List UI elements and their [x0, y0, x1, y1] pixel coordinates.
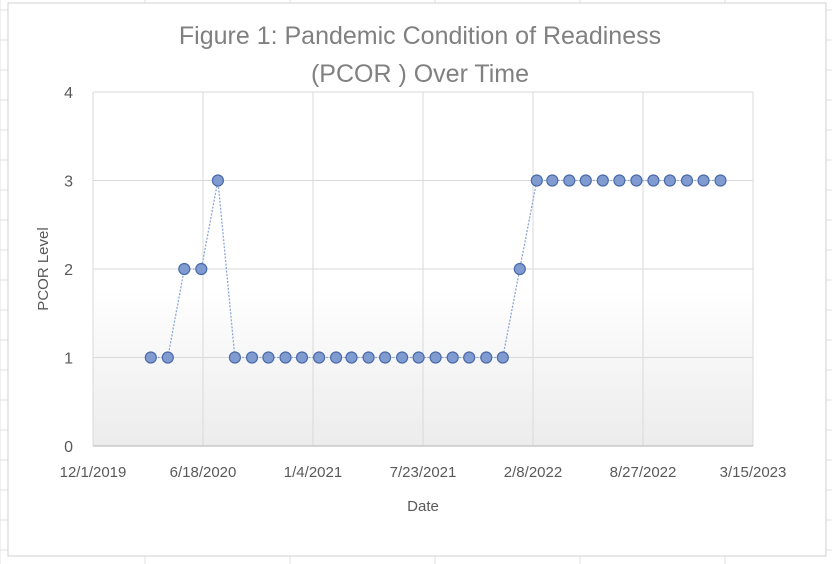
data-point-marker[interactable] — [613, 174, 626, 187]
data-point-marker[interactable] — [630, 174, 643, 187]
data-point-marker[interactable] — [412, 351, 425, 364]
x-tick-label: 1/4/2021 — [284, 464, 342, 481]
data-point-marker[interactable] — [178, 262, 191, 276]
data-point-marker[interactable] — [496, 351, 509, 364]
data-point-marker[interactable] — [480, 351, 493, 364]
data-point-marker[interactable] — [546, 174, 559, 187]
data-point-marker[interactable] — [513, 262, 526, 276]
data-point-marker[interactable] — [211, 174, 224, 187]
data-point-marker[interactable] — [647, 174, 660, 187]
data-point-marker[interactable] — [262, 351, 275, 364]
data-point-marker[interactable] — [345, 351, 358, 364]
data-point-marker[interactable] — [596, 174, 609, 187]
x-tick-label: 3/15/2023 — [720, 464, 787, 481]
data-point-marker[interactable] — [330, 351, 343, 364]
data-point-marker[interactable] — [697, 174, 710, 187]
y-tick-label: 4 — [64, 85, 73, 102]
chart-title-line-1: Figure 1: Pandemic Condition of Readines… — [179, 22, 661, 50]
data-point-marker[interactable] — [530, 174, 543, 187]
x-tick-labels: 12/1/2019 6/18/2020 1/4/2021 7/23/2021 2/8/2… — [60, 464, 787, 481]
data-point-marker[interactable] — [429, 351, 442, 364]
y-tick-label: 1 — [64, 351, 73, 368]
y-tick-label: 3 — [64, 174, 73, 191]
y-tick-label: 0 — [64, 439, 73, 456]
y-axis-title: PCOR Level — [35, 227, 52, 310]
series-markers — [144, 174, 727, 364]
x-tick-label: 7/23/2021 — [390, 464, 457, 481]
data-point-marker[interactable] — [161, 351, 174, 364]
data-point-marker[interactable] — [563, 174, 576, 187]
axes — [92, 92, 753, 447]
data-point-marker[interactable] — [680, 174, 694, 187]
data-point-marker[interactable] — [663, 174, 677, 187]
y-tick-label: 2 — [64, 262, 73, 279]
data-point-marker[interactable] — [579, 174, 592, 187]
x-tick-label: 2/8/2022 — [504, 464, 562, 481]
x-tick-label: 12/1/2019 — [60, 464, 127, 481]
y-tick-labels: 0 1 2 3 4 — [64, 85, 73, 456]
data-point-marker[interactable] — [313, 351, 326, 364]
data-point-marker[interactable] — [279, 351, 292, 364]
data-point-marker[interactable] — [446, 351, 459, 364]
x-tick-label: 8/27/2022 — [610, 464, 677, 481]
data-point-marker[interactable] — [228, 351, 241, 364]
data-point-marker[interactable] — [295, 351, 309, 364]
data-point-marker[interactable] — [195, 262, 208, 276]
chart-title-line-2: (PCOR ) Over Time — [311, 60, 529, 88]
x-tick-label: 6/18/2020 — [170, 464, 237, 481]
x-axis-title: Date — [407, 498, 439, 515]
data-point-marker[interactable] — [362, 351, 375, 364]
data-point-marker[interactable] — [396, 351, 409, 364]
data-point-marker[interactable] — [463, 351, 476, 364]
data-point-marker[interactable] — [714, 174, 727, 187]
data-point-marker[interactable] — [245, 351, 259, 364]
data-point-marker[interactable] — [144, 351, 157, 364]
data-point-marker[interactable] — [379, 351, 392, 364]
